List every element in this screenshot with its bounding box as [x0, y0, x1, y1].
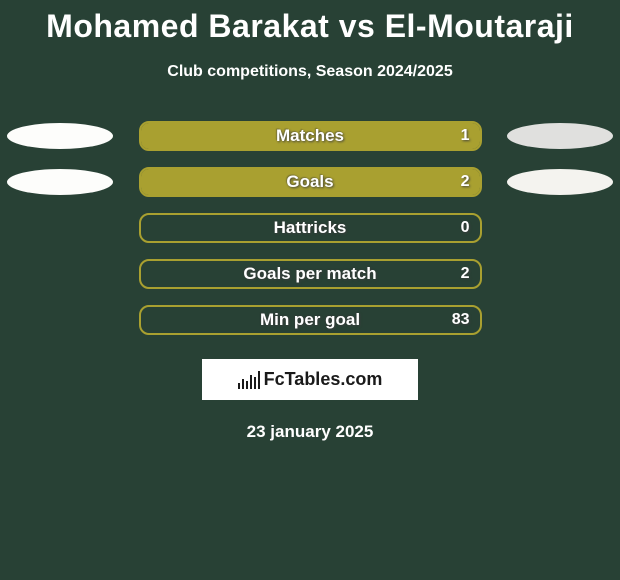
stat-row: Goals2	[0, 167, 620, 197]
stat-label: Min per goal	[141, 310, 480, 330]
stat-rows: Matches1Goals2Hattricks0Goals per match2…	[0, 121, 620, 335]
right-oval-marker	[507, 169, 613, 195]
left-oval-marker	[7, 169, 113, 195]
stat-bar: Goals per match2	[139, 259, 482, 289]
stat-value: 83	[452, 311, 470, 329]
date-text: 23 january 2025	[0, 422, 620, 442]
stat-row: Matches1	[0, 121, 620, 151]
stat-bar: Min per goal83	[139, 305, 482, 335]
stat-value: 1	[461, 127, 470, 145]
stat-row: Min per goal83	[0, 305, 620, 335]
stat-row: Hattricks0	[0, 213, 620, 243]
subtitle: Club competitions, Season 2024/2025	[0, 63, 620, 81]
stat-bar: Goals2	[139, 167, 482, 197]
stat-value: 2	[461, 265, 470, 283]
stat-value: 2	[461, 173, 470, 191]
stat-value: 0	[461, 219, 470, 237]
page-title: Mohamed Barakat vs El-Moutaraji	[0, 0, 620, 45]
stat-bar: Matches1	[139, 121, 482, 151]
bar-chart-icon	[238, 371, 260, 389]
stat-row: Goals per match2	[0, 259, 620, 289]
right-oval-marker	[507, 123, 613, 149]
logo-text: FcTables.com	[264, 369, 383, 390]
left-oval-marker	[7, 123, 113, 149]
stat-label: Goals	[141, 172, 480, 192]
stat-label: Matches	[141, 126, 480, 146]
stat-label: Goals per match	[141, 264, 480, 284]
stat-label: Hattricks	[141, 218, 480, 238]
stat-bar: Hattricks0	[139, 213, 482, 243]
logo-box: FcTables.com	[202, 359, 418, 400]
